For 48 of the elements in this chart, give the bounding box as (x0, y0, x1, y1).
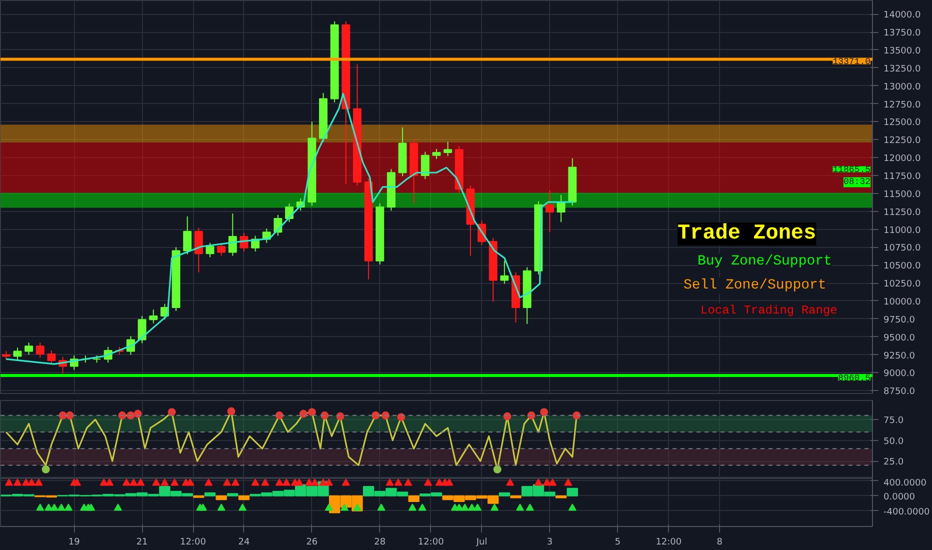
y-tick-label: 25.0 (884, 458, 904, 468)
x-tick-label: 21 (136, 538, 148, 548)
y-tick-label: 9750.0 (884, 315, 916, 326)
y-tick-label: 75.0 (884, 416, 904, 426)
band-label: Sell Zone/Support (684, 278, 826, 294)
annotation: 11865.5 (832, 165, 871, 176)
y-tick-label: 400.0000 (884, 478, 927, 488)
x-tick-label: 28 (374, 538, 386, 548)
y-tick-label: -400.0000 (884, 507, 930, 518)
x-tick-label: 19 (68, 538, 80, 548)
legend-title: Trade Zones (678, 222, 816, 246)
y-tick-label: 50.0 (884, 436, 904, 447)
y-tick-label: 11500.0 (884, 190, 921, 200)
band-label: Local Trading Range (700, 304, 838, 318)
y-tick-label: 12250.0 (884, 136, 921, 146)
x-tick-label: 26 (306, 538, 318, 548)
y-tick-label: 12000.0 (884, 154, 921, 164)
x-tick-label: 24 (238, 538, 250, 548)
y-tick-label: 13500.0 (884, 46, 921, 56)
x-tick-label: 5 (614, 538, 621, 548)
y-tick-label: 13250.0 (884, 64, 921, 74)
x-tick-label: 12:00 (180, 538, 206, 548)
y-tick-label: 14000.0 (884, 10, 921, 21)
ref-line-label: 8960.5 (838, 374, 870, 384)
y-tick-label: 10750.0 (884, 244, 921, 254)
annotation: 08:32 (843, 177, 871, 188)
band-label: Buy Zone/Support (698, 254, 832, 270)
y-tick-label: 12500.0 (884, 118, 921, 128)
y-tick-label: 11750.0 (884, 172, 921, 182)
y-tick-label: 8750.0 (884, 387, 916, 398)
y-tick-label: 9500.0 (884, 333, 916, 344)
y-tick-label: 10250.0 (884, 280, 921, 290)
y-tick-label: 9250.0 (884, 351, 916, 362)
y-tick-label: 9000.0 (884, 369, 916, 380)
ref-line-label: 13371.0 (832, 57, 871, 68)
y-tick-label: 13750.0 (884, 28, 921, 39)
x-tick-label: 8 (716, 538, 723, 548)
y-tick-label: 10000.0 (884, 297, 921, 308)
y-tick-label: 11000.0 (884, 226, 921, 236)
x-tick-label: 12:00 (656, 538, 682, 548)
y-tick-label: 10500.0 (884, 262, 921, 272)
y-tick-label: 12750.0 (884, 100, 921, 110)
y-tick-label: 13000.0 (884, 82, 921, 92)
x-tick-label: 3 (546, 538, 553, 548)
x-tick-label: 12:00 (418, 538, 444, 548)
y-tick-label: 11250.0 (884, 208, 921, 218)
y-tick-label: 0.0000 (884, 492, 916, 502)
x-tick-label: Jul (475, 538, 488, 548)
